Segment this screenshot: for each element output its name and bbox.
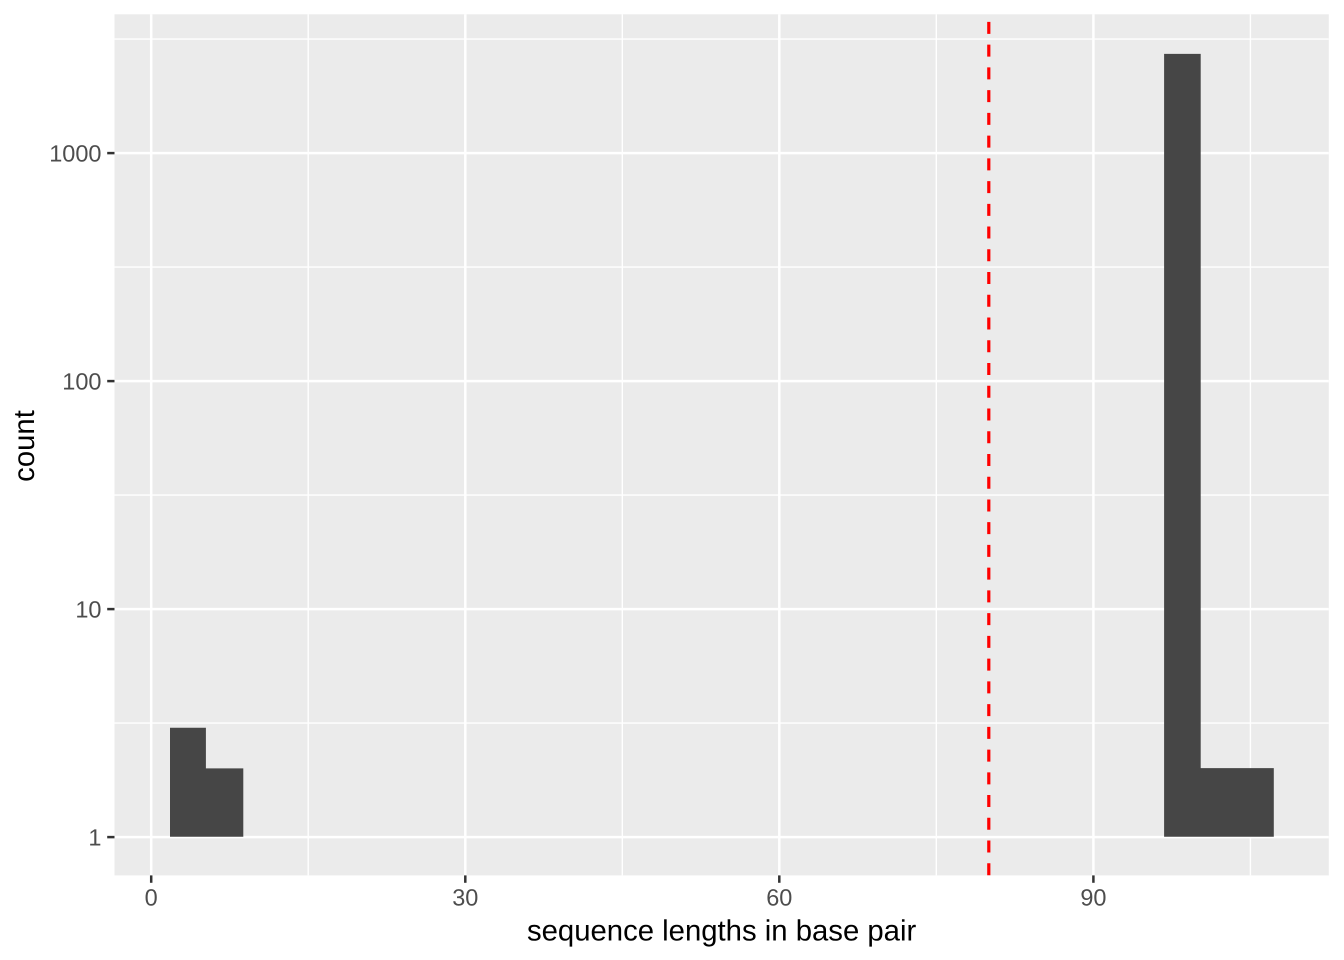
svg-text:1: 1: [88, 825, 101, 851]
svg-text:30: 30: [452, 885, 478, 911]
svg-text:100: 100: [62, 369, 101, 395]
svg-text:count: count: [8, 410, 41, 482]
svg-text:1000: 1000: [49, 141, 101, 167]
svg-text:sequence lengths in base pair: sequence lengths in base pair: [527, 915, 917, 948]
svg-text:60: 60: [766, 885, 792, 911]
svg-text:0: 0: [145, 885, 158, 911]
svg-text:10: 10: [75, 597, 101, 623]
svg-text:90: 90: [1080, 885, 1106, 911]
